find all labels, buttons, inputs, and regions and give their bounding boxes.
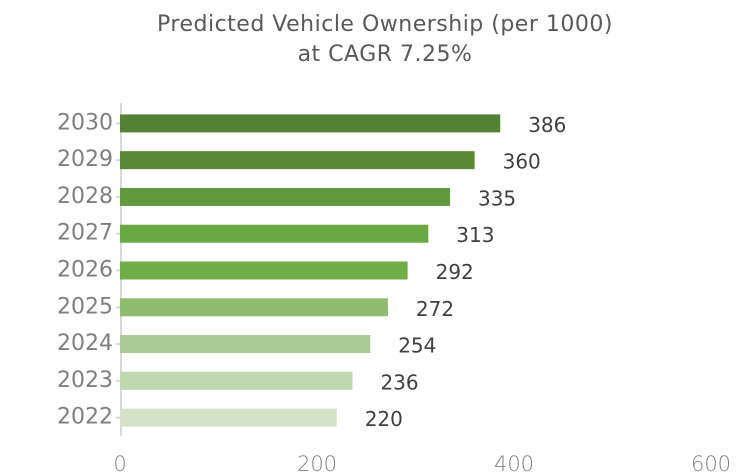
value-label: 272 <box>416 297 454 321</box>
value-label: 292 <box>436 260 474 284</box>
chart-subtitle: at CAGR 7.25% <box>298 42 473 67</box>
bar <box>120 371 353 390</box>
x-tick-label: 0 <box>113 452 126 473</box>
bar <box>120 151 475 170</box>
y-tick-label: 2026 <box>57 258 113 283</box>
bar <box>120 114 501 133</box>
y-tick-label: 2022 <box>57 405 113 430</box>
bar <box>120 335 371 354</box>
value-label: 313 <box>456 223 494 247</box>
bar <box>120 298 388 317</box>
y-tick-label: 2027 <box>57 221 113 246</box>
bar <box>120 224 429 243</box>
y-tick-label: 2029 <box>57 147 113 172</box>
y-tick-label: 2028 <box>57 184 113 209</box>
y-tick-label: 2030 <box>57 110 113 135</box>
y-tick-label: 2024 <box>57 331 113 356</box>
value-label: 254 <box>398 334 436 358</box>
x-tick-label: 600 <box>691 452 731 473</box>
value-label: 335 <box>478 186 516 210</box>
chart-title: Predicted Vehicle Ownership (per 1000) <box>157 12 613 37</box>
y-tick-label: 2025 <box>57 294 113 319</box>
bar <box>120 187 450 206</box>
value-label: 386 <box>528 113 566 137</box>
y-tick-label: 2023 <box>57 368 113 393</box>
bar <box>120 261 408 280</box>
x-tick-label: 200 <box>297 452 337 473</box>
value-label: 360 <box>503 150 541 174</box>
x-tick-label: 400 <box>494 452 534 473</box>
bar <box>120 408 337 427</box>
value-label: 220 <box>365 407 403 431</box>
value-label: 236 <box>380 370 418 394</box>
